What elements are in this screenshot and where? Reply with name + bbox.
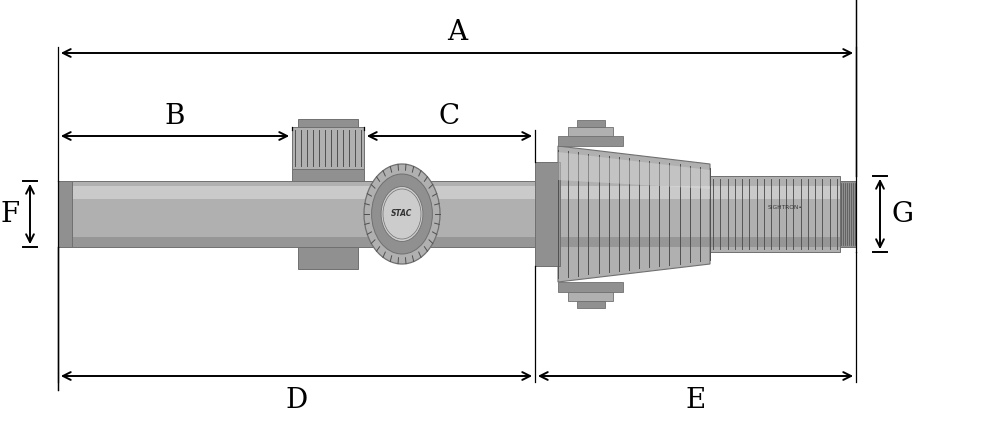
Bar [58, 181, 72, 247]
Bar [558, 282, 623, 292]
Polygon shape [558, 152, 710, 189]
Bar [292, 169, 364, 181]
Ellipse shape [372, 174, 432, 254]
Bar [840, 181, 856, 247]
Text: A: A [447, 20, 467, 47]
Text: C: C [439, 102, 460, 130]
Polygon shape [558, 146, 710, 282]
Ellipse shape [364, 164, 440, 264]
Bar [72, 186, 852, 199]
Bar [558, 136, 623, 146]
Bar [72, 237, 852, 247]
Bar [576, 120, 604, 127]
Bar [298, 247, 358, 269]
Text: B: B [165, 102, 185, 130]
Text: F: F [0, 200, 20, 228]
Text: G: G [891, 200, 913, 228]
Bar [292, 127, 364, 169]
Bar [576, 301, 604, 308]
Bar [710, 176, 840, 252]
Bar [535, 162, 560, 266]
Ellipse shape [381, 187, 423, 241]
Text: SIGHTRON•: SIGHTRON• [768, 205, 802, 211]
Text: D: D [285, 386, 308, 413]
Bar [568, 292, 613, 301]
Bar [568, 127, 613, 136]
Text: STAC: STAC [391, 209, 413, 219]
Bar [298, 119, 358, 127]
Text: E: E [685, 386, 706, 413]
Bar [72, 181, 852, 247]
